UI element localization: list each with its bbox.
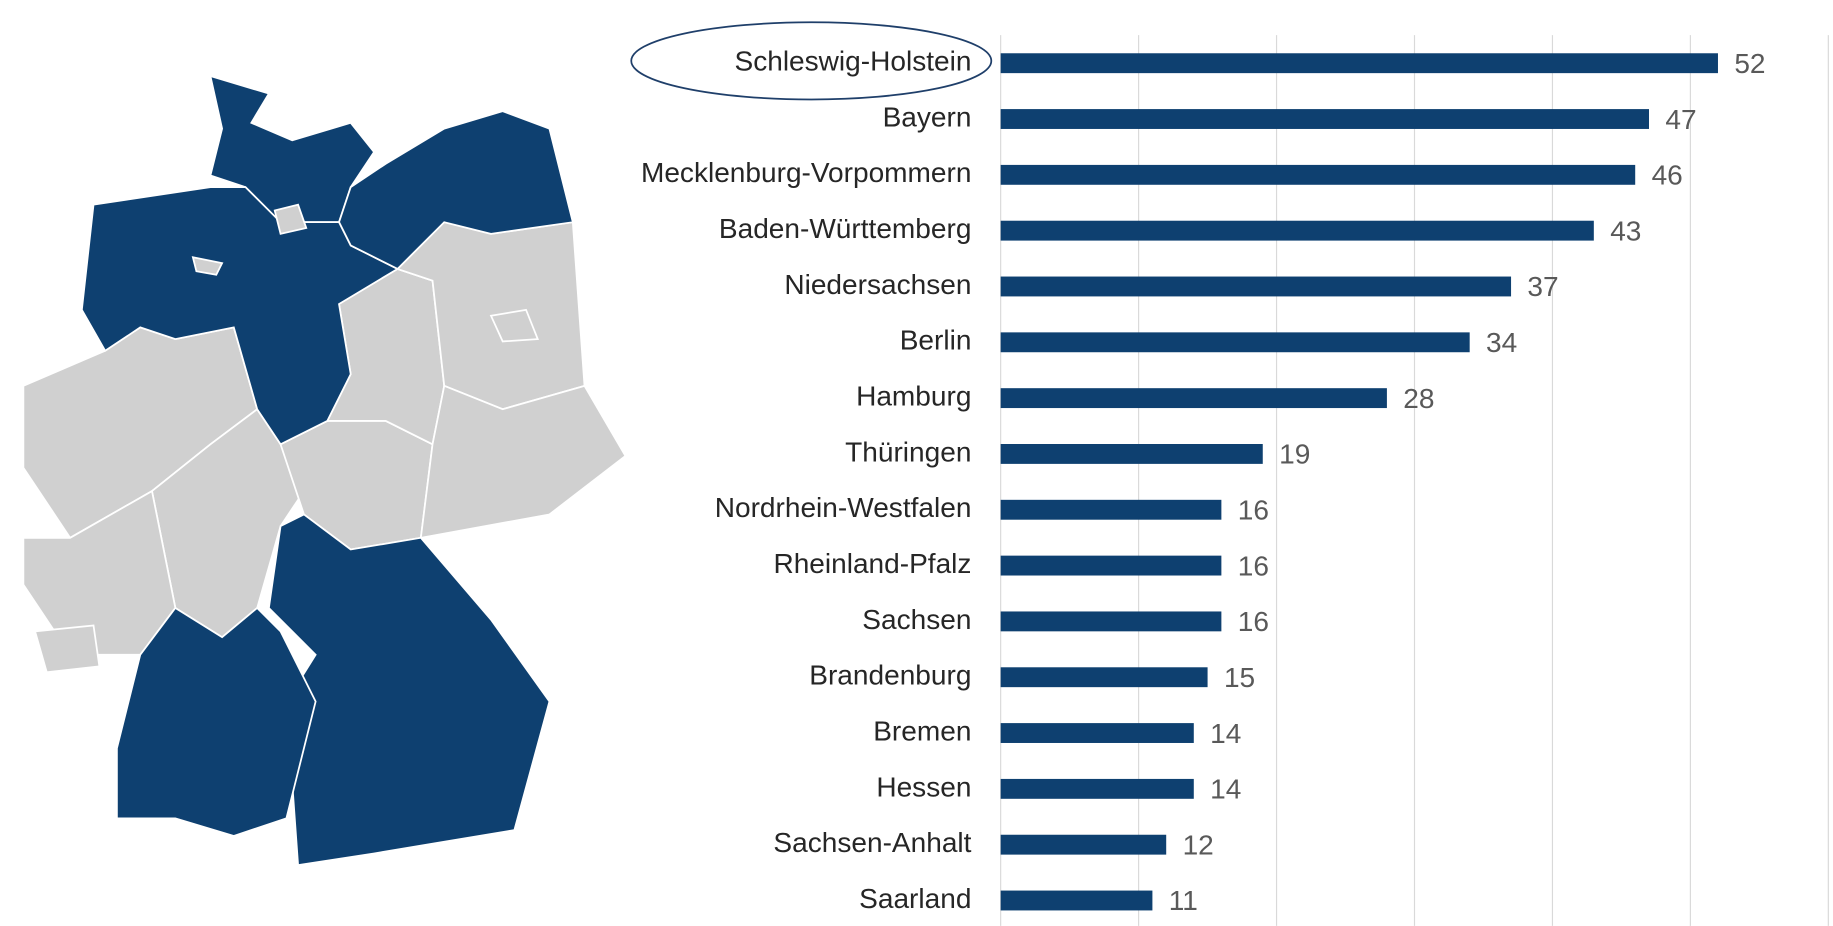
value-label: 52 xyxy=(1734,48,1765,79)
plot: Schleswig-Holstein 52 Bayern 47 Mecklenburg-… xyxy=(641,35,1829,926)
category-label: Brandenburg xyxy=(809,660,971,691)
value-label: 11 xyxy=(1169,885,1198,916)
value-label: 16 xyxy=(1238,606,1269,637)
value-label: 37 xyxy=(1527,271,1558,302)
bar xyxy=(1000,723,1194,743)
map-region xyxy=(273,203,308,235)
value-label: 14 xyxy=(1210,774,1241,805)
category-label: Schleswig-Holstein xyxy=(735,46,972,77)
bar xyxy=(1000,444,1263,464)
map-region xyxy=(489,308,540,343)
category-label: Sachsen xyxy=(862,604,971,635)
map-region xyxy=(33,624,101,674)
map-region xyxy=(419,384,627,539)
category-label: Thüringen xyxy=(845,436,971,467)
map-region xyxy=(116,606,317,837)
category-label: Mecklenburg-Vorpommern xyxy=(641,157,971,188)
map-region xyxy=(191,256,224,276)
value-label: 19 xyxy=(1279,439,1310,470)
bar xyxy=(1000,332,1470,353)
bar xyxy=(1000,388,1387,409)
highlight-ellipse xyxy=(630,21,993,101)
category-label: Rheinland-Pfalz xyxy=(773,548,971,579)
value-label: 14 xyxy=(1210,718,1241,749)
bar xyxy=(1000,53,1718,74)
value-label: 46 xyxy=(1652,160,1683,191)
bar xyxy=(1000,220,1594,241)
category-label: Baden-Württemberg xyxy=(719,213,972,244)
value-label: 47 xyxy=(1665,104,1696,135)
bar xyxy=(1000,499,1222,520)
category-label: Niedersachsen xyxy=(784,269,971,300)
category-label: Saarland xyxy=(859,883,971,914)
bar xyxy=(1000,555,1222,576)
germany-map xyxy=(22,74,627,867)
category-label: Sachsen-Anhalt xyxy=(773,827,971,858)
bar xyxy=(1000,164,1636,185)
value-label: 15 xyxy=(1224,662,1255,693)
bar xyxy=(1000,667,1208,688)
bar xyxy=(1000,890,1153,911)
map-region xyxy=(80,186,400,446)
category-label: Bremen xyxy=(873,715,971,746)
bar xyxy=(1000,611,1222,632)
value-label: 34 xyxy=(1486,327,1517,358)
value-label: 43 xyxy=(1610,215,1641,246)
map-region xyxy=(267,513,551,867)
value-label: 28 xyxy=(1403,383,1434,414)
bar xyxy=(1000,276,1512,297)
category-label: Hessen xyxy=(876,771,971,802)
category-label: Hamburg xyxy=(856,381,971,412)
bar xyxy=(1000,109,1649,129)
value-label: 16 xyxy=(1238,550,1269,581)
category-label: Nordrhein-Westfalen xyxy=(715,492,972,523)
category-label: Bayern xyxy=(883,101,972,132)
category-label: Berlin xyxy=(900,325,972,356)
value-label: 12 xyxy=(1183,829,1214,860)
value-label: 16 xyxy=(1238,495,1269,526)
bar xyxy=(1000,834,1167,855)
bar xyxy=(1000,778,1194,799)
